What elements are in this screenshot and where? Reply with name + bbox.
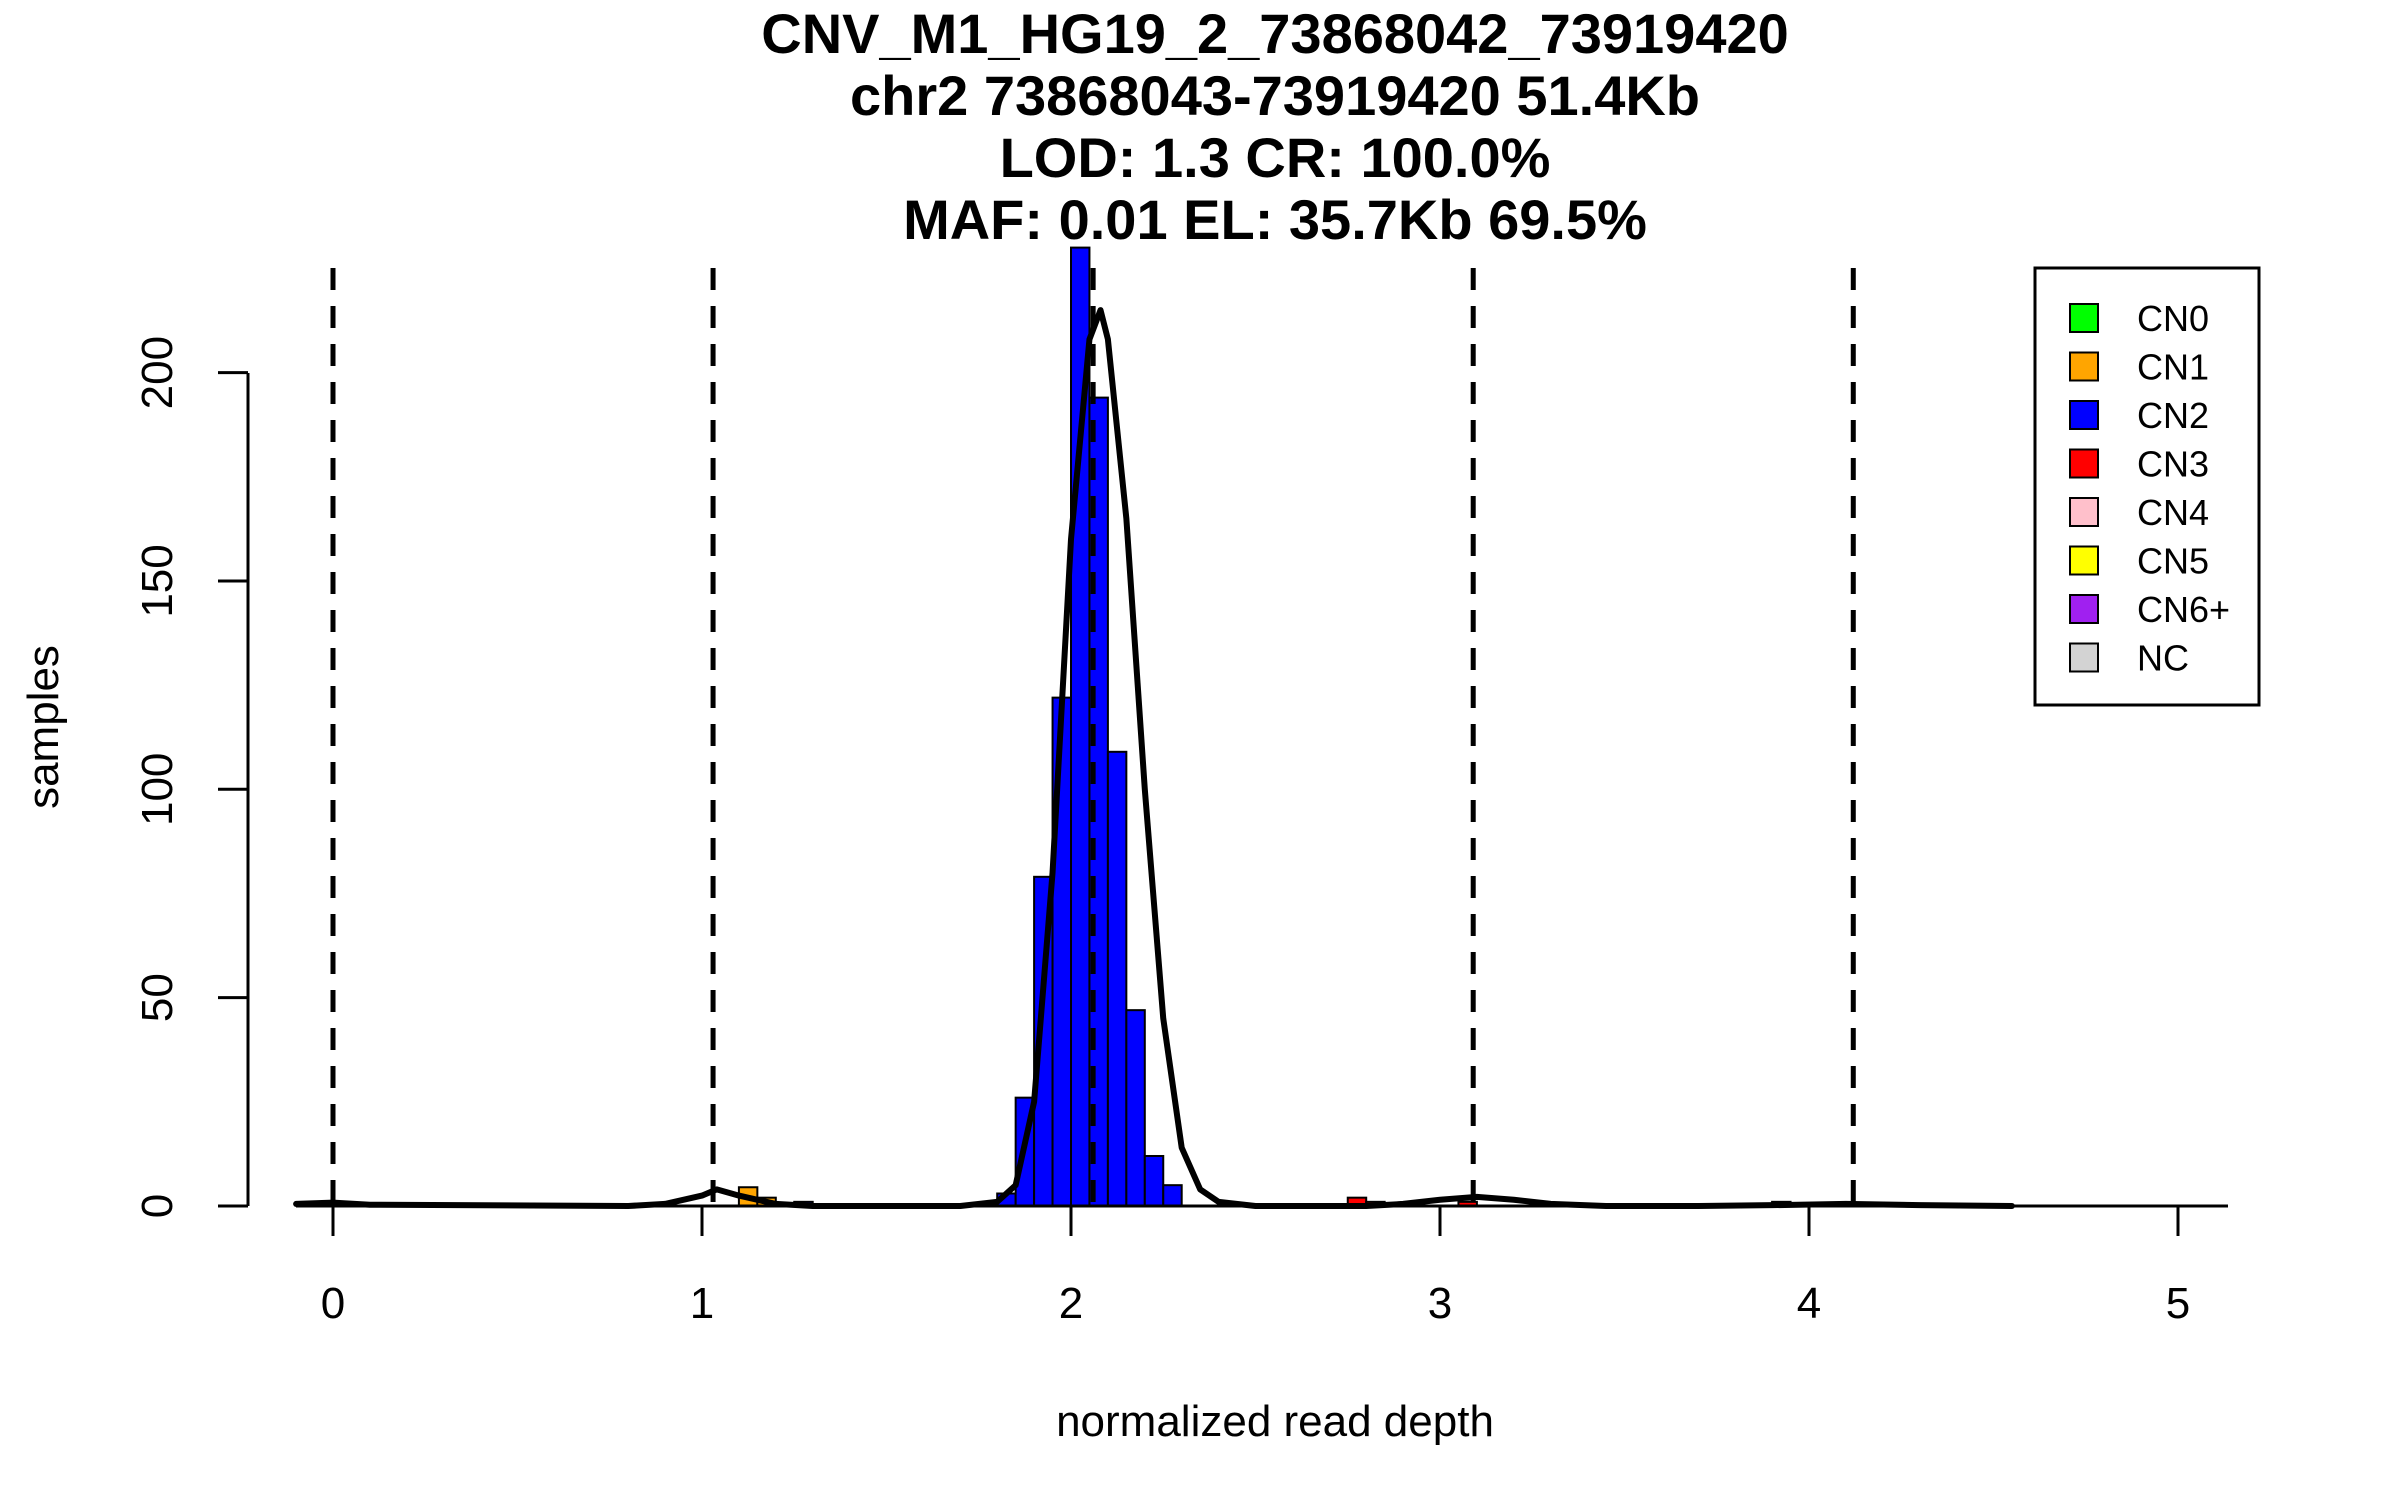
y-tick-label: 150 bbox=[133, 544, 182, 617]
legend-swatch bbox=[2069, 497, 2099, 527]
legend: CN0 CN1 CN2 CN3 CN4 CN5 CN6+ NC bbox=[2033, 266, 2261, 707]
copy-number-threshold-lines bbox=[330, 268, 1856, 1206]
legend-label: CN1 bbox=[2137, 347, 2209, 388]
legend-label: CN5 bbox=[2137, 541, 2209, 582]
x-tick-label: 2 bbox=[1059, 1279, 1083, 1328]
legend-swatch bbox=[2069, 545, 2099, 576]
legend-swatch bbox=[2069, 642, 2099, 673]
x-axis-ticks: 0 1 2 3 4 5 bbox=[321, 1206, 2190, 1328]
legend-label: CN6+ bbox=[2137, 589, 2230, 630]
x-tick-label: 1 bbox=[690, 1279, 714, 1328]
legend-swatch bbox=[2069, 448, 2099, 479]
y-tick-label: 50 bbox=[133, 973, 182, 1022]
density-curve bbox=[293, 307, 2015, 1209]
histogram-bar bbox=[1143, 1154, 1165, 1207]
legend-label: CN3 bbox=[2137, 444, 2209, 485]
legend-label: NC bbox=[2137, 638, 2189, 679]
legend-entries: CN0 CN1 CN2 CN3 CN4 CN5 CN6+ NC bbox=[2069, 298, 2230, 679]
histogram-bar bbox=[1162, 1184, 1183, 1208]
y-tick-label: 100 bbox=[133, 753, 182, 826]
legend-swatch bbox=[2069, 303, 2099, 333]
legend-label: CN0 bbox=[2137, 298, 2209, 339]
legend-box bbox=[2033, 266, 2261, 707]
title-line-3: LOD: 1.3 CR: 100.0% bbox=[1000, 126, 1551, 189]
y-tick-label: 0 bbox=[133, 1194, 182, 1218]
y-tick-label: 200 bbox=[133, 336, 182, 409]
legend-label: CN4 bbox=[2137, 492, 2209, 533]
density-line bbox=[293, 307, 2015, 1209]
axes: 0 1 2 3 4 5 0 50 100 150 200 normalized read dept… bbox=[19, 336, 2228, 1446]
legend-swatch bbox=[2069, 351, 2099, 382]
title-line-4: MAF: 0.01 EL: 35.7Kb 69.5% bbox=[903, 188, 1647, 251]
chart-title: CNV_M1_HG19_2_73868042_73919420 chr2 738… bbox=[761, 2, 1789, 251]
legend-swatch bbox=[2069, 400, 2099, 430]
y-axis-label: samples bbox=[19, 645, 68, 809]
x-tick-label: 5 bbox=[2166, 1279, 2190, 1328]
x-tick-label: 3 bbox=[1428, 1279, 1452, 1328]
legend-label: CN2 bbox=[2137, 395, 2209, 436]
legend-swatch bbox=[2069, 594, 2099, 624]
histogram-bar bbox=[1106, 750, 1128, 1207]
x-tick-label: 4 bbox=[1797, 1279, 1821, 1328]
x-axis-label: normalized read depth bbox=[1056, 1397, 1494, 1446]
histogram-bars bbox=[737, 246, 1792, 1208]
x-tick-label: 0 bbox=[321, 1279, 345, 1328]
title-line-2: chr2 73868043-73919420 51.4Kb bbox=[850, 64, 1700, 127]
y-axis-ticks: 0 50 100 150 200 bbox=[133, 336, 248, 1218]
histogram-bar bbox=[1125, 1009, 1146, 1207]
title-line-1: CNV_M1_HG19_2_73868042_73919420 bbox=[761, 2, 1789, 65]
